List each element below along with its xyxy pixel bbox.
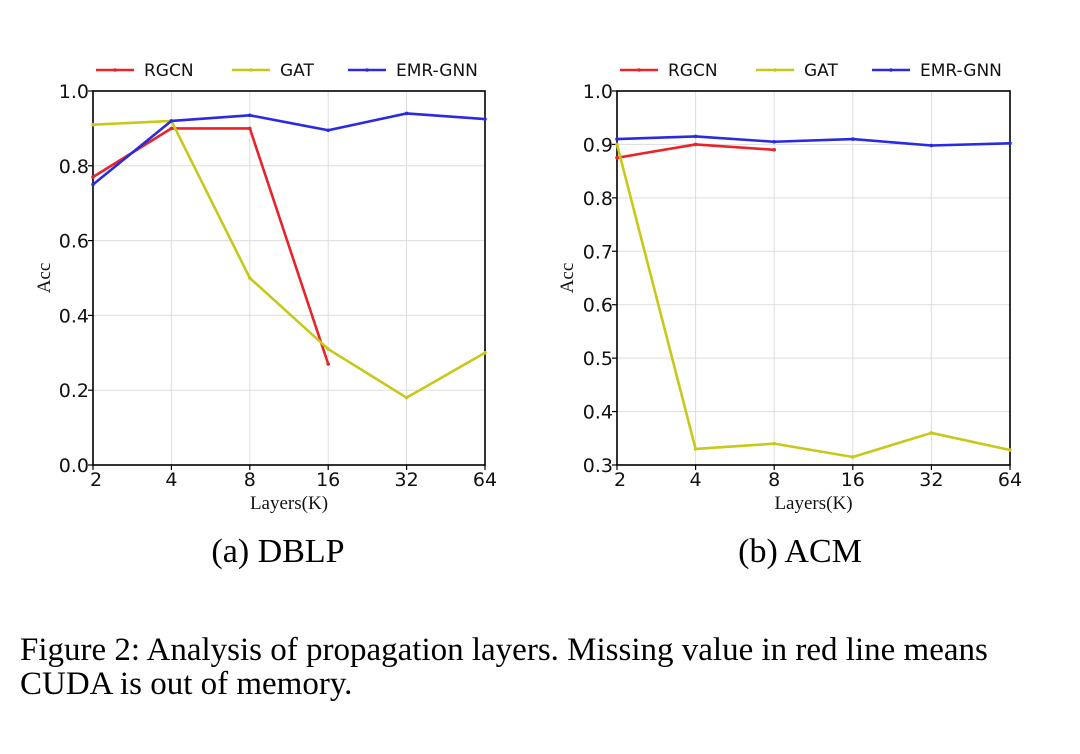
y-axis-label: Acc xyxy=(557,263,578,294)
series-line-emr-gnn xyxy=(615,135,1012,147)
y-tick-label: 0.4 xyxy=(59,305,89,327)
data-point xyxy=(772,441,776,446)
data-point xyxy=(772,139,776,144)
x-tick-label: 2 xyxy=(90,469,102,491)
data-point xyxy=(483,117,487,121)
data-point xyxy=(1008,448,1012,452)
subcaption: (b) ACM xyxy=(738,533,862,570)
y-tick-label: 1.0 xyxy=(583,81,613,103)
data-point xyxy=(693,142,698,147)
data-point xyxy=(929,143,934,148)
x-tick-label: 16 xyxy=(316,469,340,491)
data-point xyxy=(1008,141,1012,146)
data-point xyxy=(615,155,619,160)
y-tick-label: 0.6 xyxy=(583,295,613,317)
legend-label: EMR-GNN xyxy=(920,61,1002,81)
figure-caption: Figure 2: Analysis of propagation layers… xyxy=(20,632,988,702)
data-point xyxy=(326,347,331,351)
series-line-rgcn xyxy=(91,127,330,366)
chart-dblp: 2 4 8 16 32 64 0.0 0.2 0.4 0.6 0.8 1.0 Layers(K) Acc R… xyxy=(34,61,497,570)
legend-marker xyxy=(113,68,117,72)
legend-label: RGCN xyxy=(668,61,718,81)
x-tick-label: 16 xyxy=(841,469,865,491)
data-point xyxy=(248,113,252,118)
data-point xyxy=(929,431,934,435)
x-tick-label: 2 xyxy=(614,469,626,491)
legend-label: GAT xyxy=(804,61,838,81)
x-tick-label: 8 xyxy=(244,469,256,491)
legend-marker xyxy=(637,68,641,72)
subcaption: (a) DBLP xyxy=(211,533,344,570)
data-point xyxy=(169,126,174,131)
legend-marker xyxy=(889,68,893,72)
y-tick-label: 0.7 xyxy=(583,241,613,263)
data-point xyxy=(483,351,487,355)
data-point xyxy=(404,395,409,400)
x-tick-label: 4 xyxy=(690,469,702,491)
data-point xyxy=(615,137,619,141)
legend-label: GAT xyxy=(280,61,314,81)
y-tick-label: 0.5 xyxy=(583,348,613,370)
data-point xyxy=(772,147,776,152)
x-tick-label: 32 xyxy=(919,469,943,491)
legend-label: RGCN xyxy=(144,61,194,81)
data-point xyxy=(693,447,698,451)
data-point xyxy=(248,126,252,131)
plot-frame xyxy=(616,90,1011,466)
legend-marker xyxy=(365,68,369,72)
data-point xyxy=(851,137,855,141)
data-point xyxy=(91,122,95,127)
data-point xyxy=(326,362,331,366)
data-point xyxy=(91,175,95,179)
plot-frame xyxy=(92,90,486,466)
legend-label: EMR-GNN xyxy=(396,61,478,81)
y-tick-label: 0.2 xyxy=(59,380,89,402)
y-tick-label: 0.8 xyxy=(59,156,89,178)
y-tick-label: 0.3 xyxy=(583,455,613,477)
x-axis-label: Layers(K) xyxy=(774,493,852,514)
data-point xyxy=(615,142,619,147)
y-tick-label: 0.8 xyxy=(583,188,613,210)
y-axis-label: Acc xyxy=(34,263,55,294)
series-line-gat xyxy=(91,119,487,399)
y-tick-label: 0.9 xyxy=(583,134,613,156)
x-tick-label: 32 xyxy=(395,469,419,491)
data-point xyxy=(851,455,855,459)
x-axis-label: Layers(K) xyxy=(250,493,328,514)
x-tick-label: 64 xyxy=(473,469,497,491)
series-line-emr-gnn xyxy=(91,112,487,186)
series-line-gat xyxy=(615,143,1012,459)
y-tick-label: 0.4 xyxy=(583,402,613,424)
data-point xyxy=(248,276,252,280)
legend-marker xyxy=(773,68,777,72)
data-point xyxy=(693,134,698,139)
y-tick-label: 0.6 xyxy=(59,231,89,253)
data-point xyxy=(169,119,174,123)
data-point xyxy=(326,128,331,133)
x-tick-label: 4 xyxy=(165,469,177,491)
x-tick-label: 64 xyxy=(998,469,1022,491)
y-tick-label: 1.0 xyxy=(59,81,89,103)
x-tick-label: 8 xyxy=(768,469,780,491)
legend-marker xyxy=(249,68,253,72)
y-tick-label: 0.0 xyxy=(59,455,89,477)
chart-acm: 2 4 8 16 32 64 0.3 0.4 0.5 0.6 0.7 0.8 0.9 1.0 Layers(… xyxy=(557,61,1022,570)
data-point xyxy=(404,111,409,116)
data-point xyxy=(91,182,95,187)
